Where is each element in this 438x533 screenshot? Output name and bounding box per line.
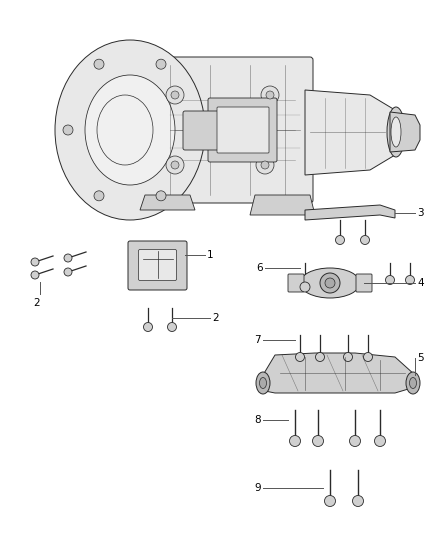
Polygon shape: [250, 195, 315, 215]
Circle shape: [353, 496, 364, 506]
Text: 1: 1: [207, 250, 214, 260]
Circle shape: [64, 268, 72, 276]
Circle shape: [343, 352, 353, 361]
Circle shape: [296, 352, 304, 361]
FancyBboxPatch shape: [128, 241, 187, 290]
Circle shape: [166, 156, 184, 174]
Polygon shape: [305, 205, 395, 220]
Circle shape: [167, 322, 177, 332]
Ellipse shape: [85, 75, 175, 185]
Circle shape: [374, 435, 385, 447]
Text: 4: 4: [417, 278, 424, 288]
Circle shape: [31, 271, 39, 279]
Ellipse shape: [391, 117, 401, 147]
Circle shape: [350, 435, 360, 447]
Ellipse shape: [259, 377, 266, 389]
Circle shape: [406, 276, 414, 285]
Text: 8: 8: [254, 415, 261, 425]
Circle shape: [166, 86, 184, 104]
Text: 2: 2: [34, 298, 40, 308]
Circle shape: [156, 191, 166, 201]
Circle shape: [171, 91, 179, 99]
Circle shape: [171, 161, 179, 169]
FancyBboxPatch shape: [117, 57, 313, 203]
Circle shape: [64, 254, 72, 262]
Circle shape: [256, 156, 274, 174]
Circle shape: [63, 125, 73, 135]
Ellipse shape: [406, 372, 420, 394]
Ellipse shape: [256, 372, 270, 394]
Circle shape: [144, 322, 152, 332]
Circle shape: [320, 273, 340, 293]
Text: 9: 9: [254, 483, 261, 493]
Circle shape: [94, 191, 104, 201]
Circle shape: [360, 236, 370, 245]
Text: 3: 3: [417, 208, 424, 218]
Polygon shape: [305, 90, 395, 175]
Ellipse shape: [410, 377, 417, 389]
Circle shape: [364, 352, 372, 361]
Circle shape: [156, 59, 166, 69]
Circle shape: [325, 278, 335, 288]
Polygon shape: [140, 195, 195, 210]
Circle shape: [300, 282, 310, 292]
Circle shape: [312, 435, 324, 447]
FancyBboxPatch shape: [288, 274, 304, 292]
Text: 6: 6: [256, 263, 263, 273]
Circle shape: [325, 496, 336, 506]
Circle shape: [261, 161, 269, 169]
Text: 2: 2: [212, 313, 219, 323]
Circle shape: [187, 125, 197, 135]
Circle shape: [336, 236, 345, 245]
Polygon shape: [390, 112, 420, 152]
FancyBboxPatch shape: [208, 98, 277, 162]
FancyBboxPatch shape: [138, 249, 177, 280]
Ellipse shape: [387, 107, 405, 157]
Circle shape: [315, 352, 325, 361]
Circle shape: [31, 258, 39, 266]
Circle shape: [261, 86, 279, 104]
FancyBboxPatch shape: [183, 111, 222, 150]
Circle shape: [266, 91, 274, 99]
Ellipse shape: [55, 40, 205, 220]
FancyBboxPatch shape: [217, 107, 269, 153]
FancyBboxPatch shape: [356, 274, 372, 292]
Polygon shape: [260, 353, 415, 393]
Circle shape: [290, 435, 300, 447]
Circle shape: [94, 59, 104, 69]
Text: 5: 5: [417, 353, 424, 363]
Text: 7: 7: [254, 335, 261, 345]
Circle shape: [385, 276, 395, 285]
Ellipse shape: [300, 268, 360, 298]
